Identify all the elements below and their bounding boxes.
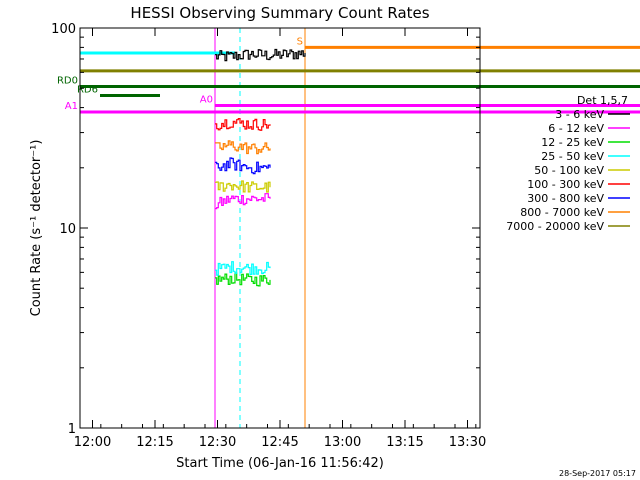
series-line-5-0 [215,118,271,131]
x-tick-label-6: 13:30 [449,435,486,450]
series-line-6-0 [215,157,271,175]
x-tick-label-2: 12:30 [199,435,236,450]
y-tick-label-2: 100 [51,22,76,37]
flag-label-5: RD0 [57,75,78,86]
plot-frame [79,27,481,429]
flag-label-0: S [297,36,303,47]
x-tick-label-4: 13:00 [324,435,361,450]
count-rate-series [215,48,306,287]
flag-bars: SFFD1FD2RD0RD6A0A1 [57,36,640,114]
y-tick-label-0: 1 [68,422,76,437]
y-axis-label: Count Rate (s⁻¹ detector⁻¹) [29,140,44,317]
legend-label-2: 12 - 25 keV [541,136,604,149]
series-line-4-0 [215,180,271,193]
x-tick-label-0: 12:00 [74,435,111,450]
chart-title: HESSI Observing Summary Count Rates [130,4,429,22]
x-axis-ticks: 12:00 12:15 12:30 12:45 13:00 13:15 13:30 [74,28,486,450]
x-axis-label: Start Time (06-Jan-16 11:56:42) [176,456,384,471]
series-line-0-0 [215,48,306,62]
legend-label-1: 6 - 12 keV [548,122,604,135]
legend-title: Det 1,5,7 [577,94,628,107]
legend-label-0: 3 - 6 keV [555,108,604,121]
flag-label-8: A1 [65,101,78,112]
legend-label-3: 25 - 50 keV [541,150,604,163]
y-tick-label-1: 10 [59,222,76,237]
flag-label-6: RD6 [77,84,98,95]
legend-label-8: 7000 - 20000 keV [506,220,604,233]
series-line-7-0 [215,140,271,155]
timestamp: 28-Sep-2017 05:17 [559,469,636,478]
y-axis-ticks: 1 10 100 [51,22,480,437]
x-tick-label-5: 13:15 [386,435,423,450]
legend-label-4: 50 - 100 keV [534,164,604,177]
legend-label-6: 300 - 800 keV [527,192,604,205]
series-line-3-0 [215,261,271,276]
legend-label-5: 100 - 300 keV [527,178,604,191]
flag-label-7: A0 [200,94,213,105]
legend-label-7: 800 - 7000 keV [520,206,604,219]
x-tick-label-3: 12:45 [261,435,298,450]
x-tick-label-1: 12:15 [136,435,173,450]
series-line-1-0 [215,193,271,210]
series-line-2-0 [215,272,271,287]
